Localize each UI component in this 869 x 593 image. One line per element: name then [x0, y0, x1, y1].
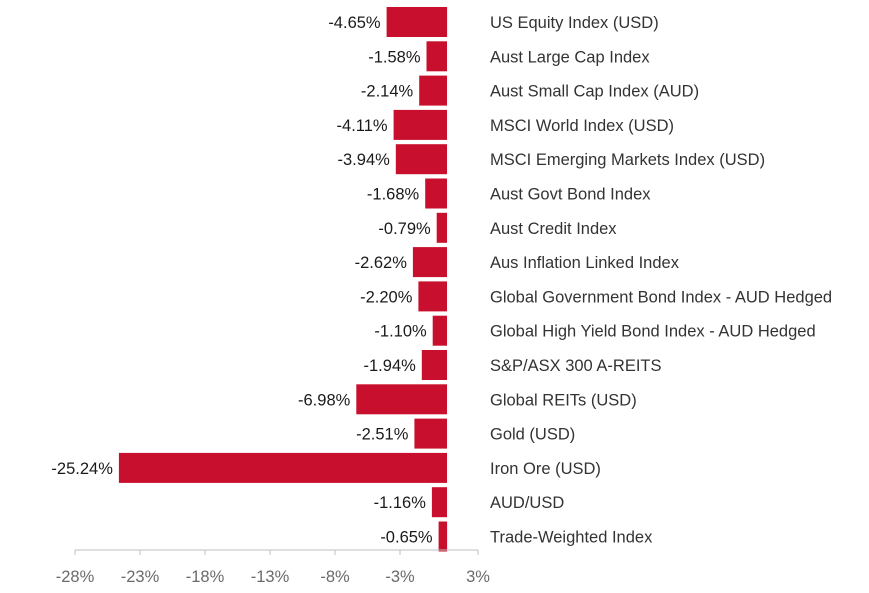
x-tick-label-6: 3% [466, 568, 490, 586]
value-label-3: -4.11% [337, 117, 388, 135]
category-label-8: Global Government Bond Index - AUD Hedge… [490, 288, 832, 306]
category-label-11: Global REITs (USD) [490, 391, 637, 409]
bar-7 [412, 247, 447, 278]
x-tick-label-5: -3% [385, 568, 415, 586]
category-label-1: Aust Large Cap Index [490, 48, 650, 66]
category-label-7: Aus Inflation Linked Index [490, 254, 680, 272]
x-axis: -28% -23% -18% -13% -8% -3% 3% [56, 549, 490, 586]
value-label-10: -1.94% [364, 357, 417, 375]
value-label-14: -1.16% [374, 494, 427, 512]
x-tick-label-4: -8% [320, 568, 350, 586]
value-label-13: -25.24% [51, 460, 113, 478]
value-label-2: -2.14% [361, 83, 414, 101]
value-label-6: -0.79% [378, 220, 431, 238]
value-label-1: -1.58% [368, 48, 421, 66]
category-labels-group: US Equity Index (USD) Aust Large Cap Inde… [490, 14, 832, 547]
bar-0 [386, 7, 448, 37]
x-tick-label-3: -13% [251, 568, 290, 586]
value-label-4: -3.94% [338, 151, 391, 169]
bar-11 [356, 384, 447, 415]
value-label-11: -6.98% [298, 391, 351, 409]
value-label-0: -4.65% [328, 14, 381, 32]
x-tick-label-2: -18% [186, 568, 225, 586]
bar-3 [393, 109, 447, 140]
x-tick-label-0: -28% [56, 568, 95, 586]
category-label-4: MSCI Emerging Markets Index (USD) [490, 151, 765, 169]
value-label-8: -2.20% [360, 288, 413, 306]
value-label-7: -2.62% [355, 254, 408, 272]
bar-13 [118, 452, 448, 483]
category-label-3: MSCI World Index (USD) [490, 117, 674, 135]
x-tick-label-1: -23% [121, 568, 160, 586]
value-label-12: -2.51% [356, 426, 409, 444]
value-label-5: -1.68% [367, 186, 420, 204]
bar-5 [425, 178, 447, 209]
value-label-9: -1.10% [374, 323, 427, 341]
category-label-13: Iron Ore (USD) [490, 460, 601, 478]
bar-8 [418, 281, 447, 312]
category-label-2: Aust Small Cap Index (AUD) [490, 83, 699, 101]
bar-6 [436, 212, 447, 243]
bar-15 [438, 521, 448, 552]
bars-group [118, 7, 448, 552]
bar-1 [426, 41, 447, 72]
bar-14 [431, 487, 447, 518]
value-label-15: -0.65% [380, 529, 433, 547]
category-label-6: Aust Credit Index [490, 220, 617, 238]
category-label-0: US Equity Index (USD) [490, 14, 659, 32]
bar-4 [395, 144, 447, 175]
category-label-14: AUD/USD [490, 494, 564, 512]
category-label-9: Global High Yield Bond Index - AUD Hedge… [490, 323, 816, 341]
bar-9 [432, 315, 447, 346]
value-labels-group: -4.65% -1.58% -2.14% -4.11% -3.94% -1.68% -0.7… [51, 14, 432, 547]
category-label-10: S&P/ASX 300 A-REITS [490, 357, 662, 375]
category-label-5: Aust Govt Bond Index [490, 186, 651, 204]
bar-10 [421, 350, 447, 380]
bar-2 [419, 75, 447, 106]
category-label-15: Trade-Weighted Index [490, 529, 653, 547]
category-label-12: Gold (USD) [490, 426, 575, 444]
bar-12 [414, 418, 447, 449]
